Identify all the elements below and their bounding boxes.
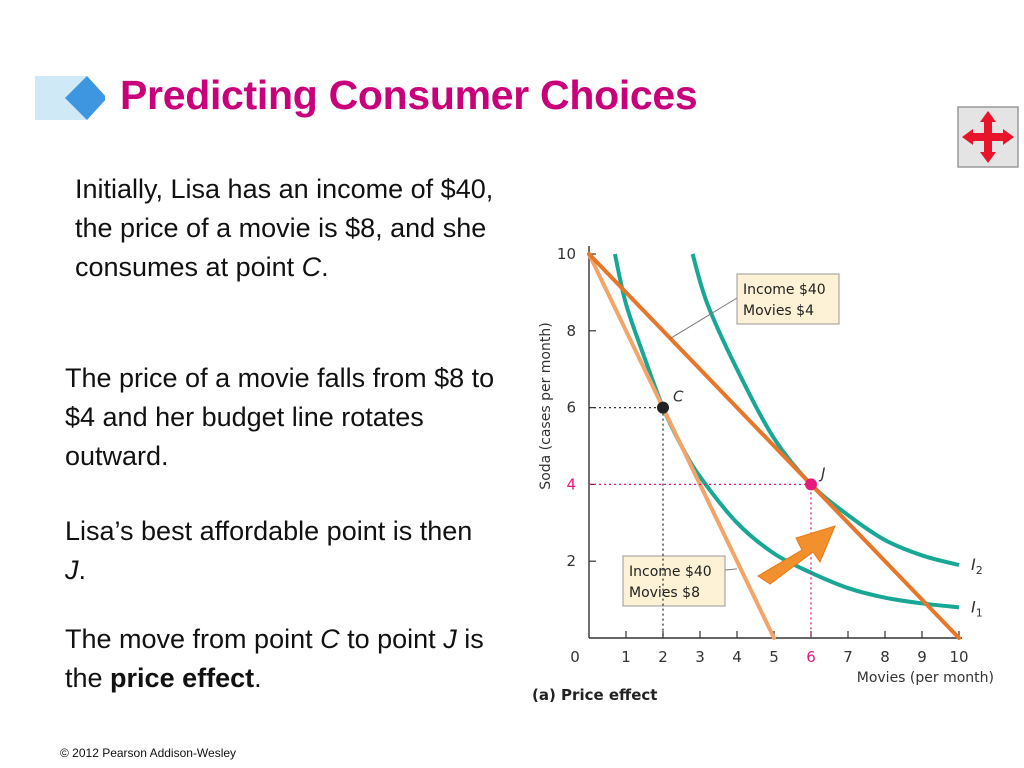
point-label-J: J	[818, 464, 825, 482]
budget-4-label-line-2: Movies $4	[743, 303, 814, 319]
x-tick-label-7: 7	[843, 648, 853, 666]
price-effect-chart: 0 1 2 3 4 5 6 7 8 9 10 2 4 6 8 10 Movies (per month) Soda…	[532, 245, 994, 704]
budget-8-label-line-1: Income $40	[629, 564, 712, 580]
x-tick-label-10: 10	[949, 648, 968, 666]
x-tick-label-3: 3	[695, 648, 705, 666]
paragraph-price-effect: The move from point C to point J is the …	[65, 624, 484, 693]
x-tick-label-6: 6	[806, 648, 816, 666]
point-J	[805, 478, 817, 491]
copyright-footer: © 2012 Pearson Addison-Wesley	[60, 746, 237, 760]
y-tick-label-10: 10	[557, 245, 576, 263]
x-tick-label-0: 0	[570, 648, 580, 666]
y-tick-label-8: 8	[566, 322, 576, 340]
chart-caption: (a) Price effect	[532, 686, 657, 704]
x-tick-label-2: 2	[658, 648, 668, 666]
budget-8-line	[587, 252, 776, 640]
y-tick-label-4: 4	[566, 475, 576, 493]
curve-label-I2: I2	[971, 555, 983, 577]
x-axis-label: Movies (per month)	[857, 670, 994, 686]
budget-4-label-line-1: Income $40	[743, 282, 826, 298]
paragraph-best-affordable: Lisa’s best affordable point is then J.	[65, 516, 473, 585]
title-decoration	[35, 76, 105, 120]
curve-label-I1: I1	[971, 597, 983, 619]
budget-4-label-box	[736, 273, 840, 325]
slide-title: Predicting Consumer Choices	[120, 72, 698, 118]
point-C	[657, 401, 669, 414]
budget-4-leader	[670, 297, 738, 339]
point-label-C: C	[673, 388, 684, 406]
y-tick-label-6: 6	[566, 399, 576, 417]
x-tick-label-4: 4	[732, 648, 742, 666]
x-tick-label-5: 5	[769, 648, 779, 666]
paragraph-price-falls: The price of a movie falls from $8 to $4…	[65, 363, 495, 471]
x-tick-label-1: 1	[621, 648, 631, 666]
paragraph-initial-income: Initially, Lisa has an income of $40, th…	[75, 174, 494, 282]
budget-8-label-line-2: Movies $8	[629, 585, 700, 601]
four-way-arrows-icon[interactable]	[957, 106, 1019, 168]
x-tick-label-9: 9	[917, 648, 927, 666]
indifference-curve-I1	[612, 253, 960, 610]
y-tick-label-2: 2	[566, 552, 576, 570]
y-axis-label: Soda (cases per month)	[538, 322, 554, 489]
budget-4-line	[587, 252, 961, 640]
price-effect-arrow	[757, 525, 836, 585]
x-tick-label-8: 8	[880, 648, 890, 666]
budget-8-label-box	[622, 555, 726, 607]
